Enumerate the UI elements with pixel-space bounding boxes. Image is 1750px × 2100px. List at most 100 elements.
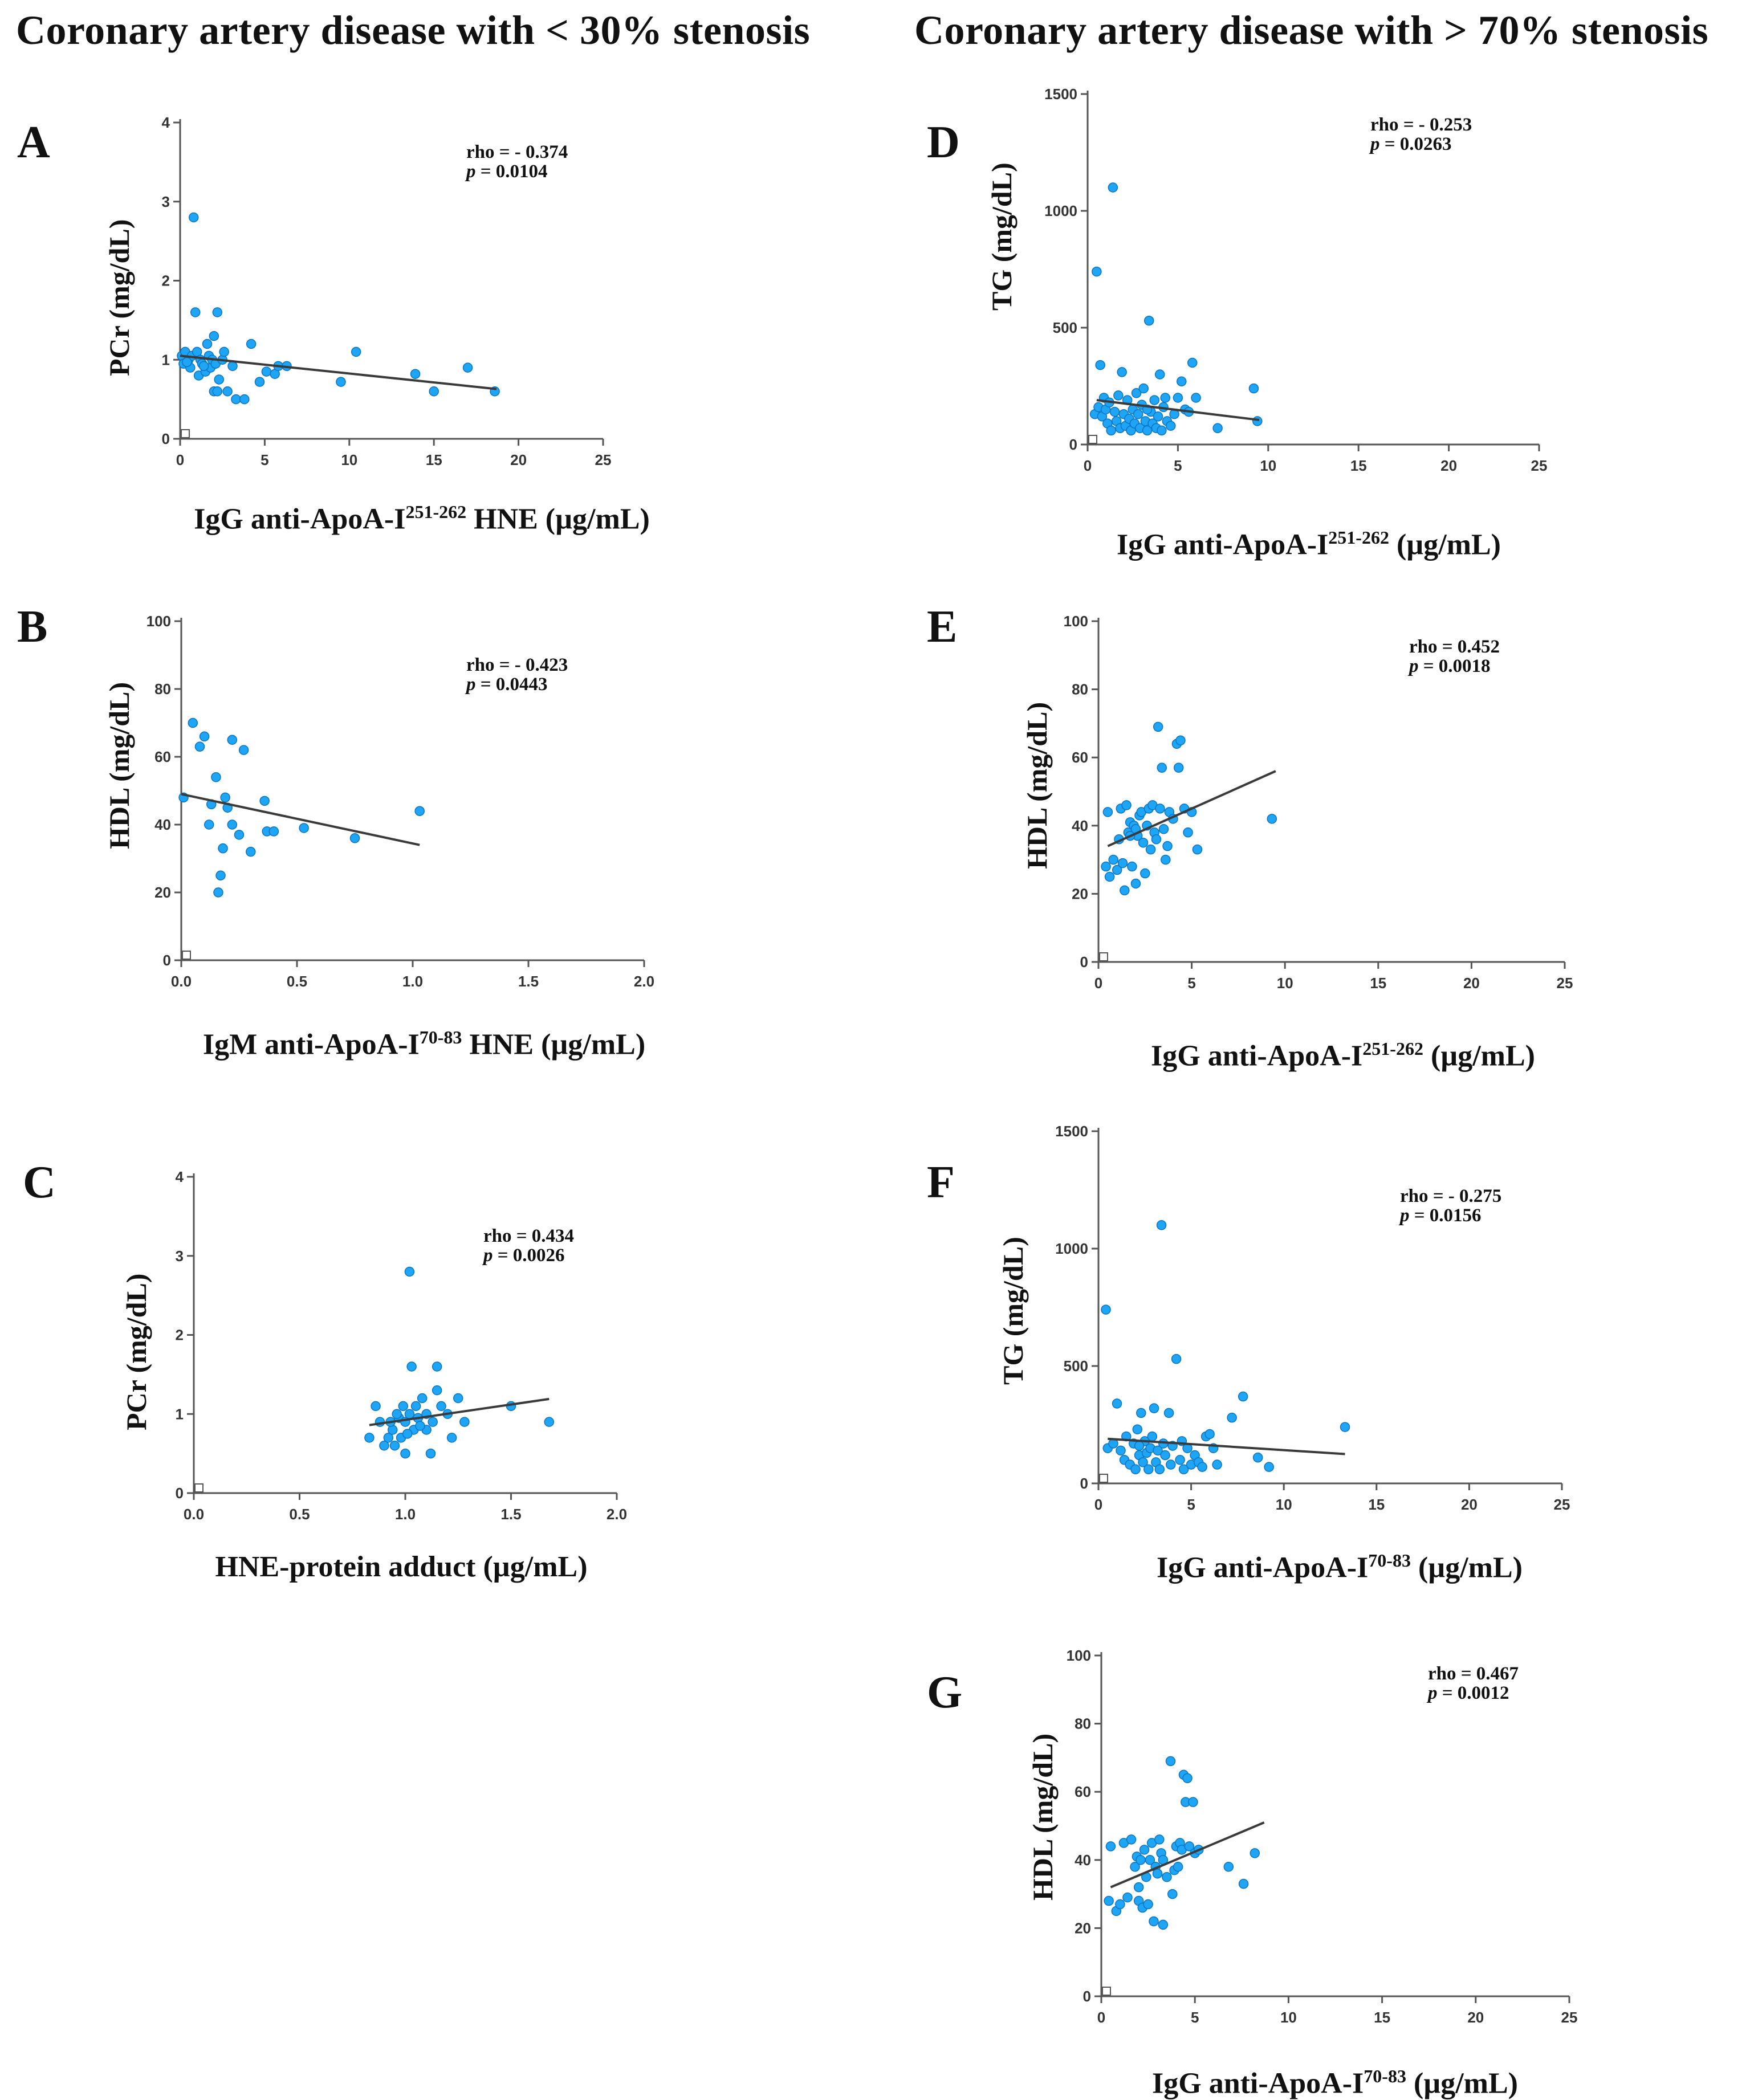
data-point xyxy=(227,361,238,372)
x-label-unit: HNE (µg/mL) xyxy=(462,1028,646,1061)
p-value: = 0.0156 xyxy=(1409,1205,1482,1226)
data-point xyxy=(425,1448,436,1459)
data-point xyxy=(180,346,190,357)
panel-letter: E xyxy=(927,602,958,652)
x-tick-label: 5 xyxy=(261,451,268,468)
data-point xyxy=(413,1413,424,1423)
data-point xyxy=(1108,182,1118,193)
data-point xyxy=(192,346,202,357)
data-point xyxy=(1135,423,1145,434)
data-point xyxy=(1137,399,1147,410)
data-point xyxy=(1182,1773,1193,1784)
data-point xyxy=(1165,421,1176,431)
data-point xyxy=(1118,409,1129,419)
y-tick-label: 1500 xyxy=(1044,85,1077,103)
p-value: = 0.0018 xyxy=(1418,656,1491,676)
p-value: = 0.0104 xyxy=(475,161,548,182)
data-point xyxy=(1146,406,1156,417)
data-point xyxy=(1152,1868,1163,1879)
data-point xyxy=(490,386,500,397)
data-point xyxy=(544,1417,555,1427)
data-point xyxy=(1175,1838,1185,1848)
data-point xyxy=(1098,393,1109,403)
data-point xyxy=(409,1425,419,1435)
data-point xyxy=(1149,827,1159,838)
data-point xyxy=(200,366,211,377)
data-point xyxy=(1157,425,1167,436)
x-tick-label: 10 xyxy=(1260,457,1276,474)
data-point xyxy=(1160,393,1170,403)
y-tick-label: 60 xyxy=(154,748,171,765)
x-label-superscript: 251-262 xyxy=(1362,1038,1423,1059)
data-point xyxy=(209,331,219,341)
p-value-line: p = 0.0018 xyxy=(1409,656,1500,676)
data-point xyxy=(1173,1862,1183,1872)
data-point xyxy=(415,1421,425,1431)
data-point xyxy=(1158,824,1169,834)
data-point xyxy=(417,1393,428,1404)
x-tick-label: 5 xyxy=(1187,974,1195,992)
x-tick-label: 0 xyxy=(1084,457,1092,474)
data-point xyxy=(1102,418,1113,429)
y-axis-label: HDL (mg/dL) xyxy=(1021,702,1053,869)
x-tick-label: 5 xyxy=(1191,2009,1199,2026)
data-point xyxy=(1122,395,1133,405)
data-point xyxy=(351,346,361,357)
x-label-main: IgG anti-ApoA-I xyxy=(1152,2067,1364,2100)
x-tick-label: 15 xyxy=(426,451,442,468)
data-point xyxy=(1183,406,1194,417)
data-point xyxy=(177,350,187,361)
data-point xyxy=(1151,834,1162,845)
x-label-unit: (µg/mL) xyxy=(1410,1551,1523,1584)
y-tick-label: 1000 xyxy=(1044,202,1077,219)
data-point xyxy=(406,1361,417,1372)
p-symbol: p xyxy=(1428,1683,1438,1703)
data-point xyxy=(212,386,223,397)
x-axis-label: IgG anti-ApoA-I251-262 HNE (µg/mL) xyxy=(194,501,650,536)
p-value: = 0.0012 xyxy=(1437,1683,1509,1703)
data-point xyxy=(364,1433,375,1443)
x-tick-label: 0.5 xyxy=(287,973,307,990)
data-point xyxy=(1178,1464,1189,1475)
data-point xyxy=(1162,1871,1172,1882)
data-point xyxy=(207,354,218,365)
data-point xyxy=(1171,1353,1182,1364)
data-point xyxy=(1112,865,1122,875)
data-point xyxy=(190,307,201,317)
p-symbol: p xyxy=(483,1245,493,1266)
data-point xyxy=(392,1409,402,1419)
y-tick-label: 0 xyxy=(163,952,171,969)
data-point xyxy=(1186,807,1197,817)
y-tick-label: 3 xyxy=(162,193,170,210)
data-point xyxy=(1095,360,1105,370)
data-point xyxy=(213,887,223,898)
data-point xyxy=(1105,1841,1116,1852)
data-point xyxy=(385,1417,396,1427)
correlation-stats: rho = 0.434 p = 0.0026 xyxy=(483,1226,574,1265)
correlation-stats: rho = - 0.253 p = 0.0263 xyxy=(1370,115,1472,154)
data-point xyxy=(219,346,229,357)
rho-value: rho = - 0.253 xyxy=(1370,115,1472,135)
data-point xyxy=(1126,425,1136,436)
rho-value: rho = 0.434 xyxy=(483,1226,575,1246)
y-tick-label: 1500 xyxy=(1055,1123,1088,1140)
x-tick-label: 25 xyxy=(1561,2009,1578,2026)
data-point xyxy=(282,361,292,372)
correlation-stats: rho = - 0.374 p = 0.0104 xyxy=(466,142,568,181)
data-point xyxy=(1147,1431,1158,1442)
data-point xyxy=(1175,1455,1185,1465)
y-axis-label: TG (mg/dL) xyxy=(986,162,1018,311)
data-point xyxy=(1167,1441,1178,1451)
data-point xyxy=(429,386,439,397)
data-point xyxy=(1138,1457,1148,1467)
data-point xyxy=(1182,1443,1193,1453)
data-point xyxy=(1250,1848,1260,1858)
y-tick-label: 40 xyxy=(1075,1852,1091,1869)
regression-line xyxy=(181,793,420,846)
x-tick-label: 5 xyxy=(1187,1496,1195,1513)
y-tick-label: 1000 xyxy=(1055,1240,1088,1257)
x-tick-label: 1.5 xyxy=(500,1506,521,1523)
rho-value: rho = - 0.275 xyxy=(1400,1186,1502,1206)
x-tick-label: 15 xyxy=(1368,1496,1385,1513)
data-point xyxy=(1158,402,1169,413)
